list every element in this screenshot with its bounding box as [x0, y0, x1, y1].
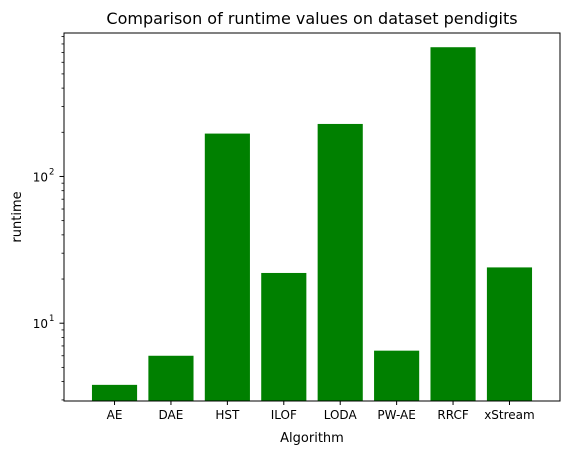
x-tick-label: AE: [107, 408, 123, 422]
bar-ae: [91, 384, 138, 401]
x-tick-label: LODA: [324, 408, 358, 422]
plot-frame: [63, 32, 561, 402]
bar-rrcf: [430, 47, 476, 401]
y-tick-exponent: 1: [49, 314, 54, 324]
y-axis-label: runtime: [10, 191, 25, 242]
bar-pw-ae: [374, 350, 420, 401]
bar-loda: [317, 123, 363, 401]
y-tick-label: 10: [33, 317, 48, 331]
bar-hst: [204, 133, 250, 401]
x-tick-label: DAE: [159, 408, 184, 422]
x-tick-label: ILOF: [271, 408, 297, 422]
y-tick-exponent: 2: [49, 167, 54, 177]
x-tick-label: xStream: [484, 408, 535, 422]
bar-xstream: [486, 267, 533, 401]
x-axis-label: Algorithm: [280, 431, 344, 446]
chart-title: Comparison of runtime values on dataset …: [106, 9, 517, 28]
x-tick-label: RRCF: [437, 408, 468, 422]
bars-group: [91, 47, 533, 401]
y-tick-label: 10: [33, 170, 48, 184]
x-tick-label: PW-AE: [377, 408, 415, 422]
bar-ilof: [261, 272, 307, 401]
bar-dae: [148, 355, 194, 401]
x-axis-ticks: AE DAE HST ILOF LODA PW-AE RRCF xStream: [107, 401, 535, 422]
x-tick-label: HST: [215, 408, 240, 422]
plot-area: [64, 33, 560, 401]
